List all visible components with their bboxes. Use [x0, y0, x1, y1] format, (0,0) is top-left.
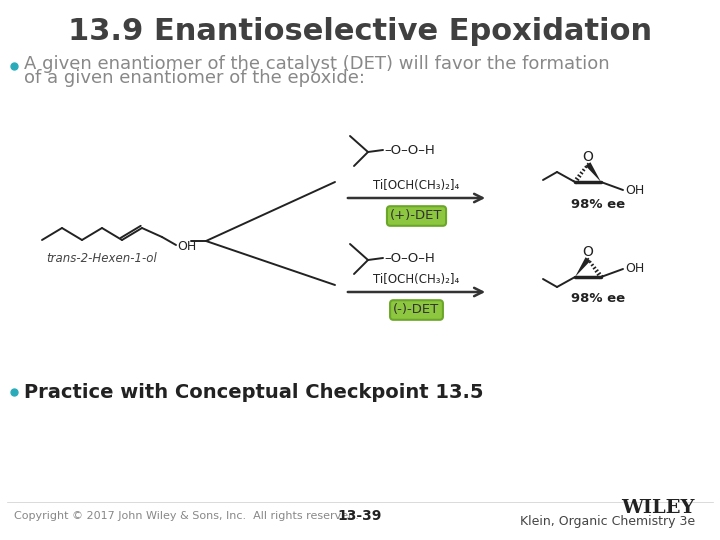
Text: –O–O–H: –O–O–H	[384, 252, 435, 265]
Polygon shape	[585, 162, 601, 182]
Text: Practice with Conceptual Checkpoint 13.5: Practice with Conceptual Checkpoint 13.5	[24, 382, 484, 402]
Text: Ti[OCH(CH₃)₂]₄: Ti[OCH(CH₃)₂]₄	[374, 179, 459, 192]
Text: Klein, Organic Chemistry 3e: Klein, Organic Chemistry 3e	[520, 516, 695, 529]
Text: O: O	[582, 150, 593, 164]
Text: (-)-DET: (-)-DET	[393, 303, 440, 316]
Text: Copyright © 2017 John Wiley & Sons, Inc.  All rights reserved.: Copyright © 2017 John Wiley & Sons, Inc.…	[14, 511, 359, 521]
Text: OH: OH	[625, 184, 644, 197]
Text: O: O	[582, 245, 593, 259]
Text: OH: OH	[625, 262, 644, 275]
Text: WILEY: WILEY	[621, 499, 695, 517]
Text: 98% ee: 98% ee	[571, 198, 625, 211]
Text: (+)-DET: (+)-DET	[390, 210, 443, 222]
Text: A given enantiomer of the catalyst (DET) will favor the formation: A given enantiomer of the catalyst (DET)…	[24, 55, 610, 73]
Text: 13-39: 13-39	[338, 509, 382, 523]
Text: of a given enantiomer of the epoxide:: of a given enantiomer of the epoxide:	[24, 69, 365, 87]
Text: 13.9 Enantioselective Epoxidation: 13.9 Enantioselective Epoxidation	[68, 17, 652, 46]
Text: OH: OH	[177, 240, 197, 253]
Text: 98% ee: 98% ee	[571, 293, 625, 306]
Polygon shape	[575, 257, 590, 277]
Text: –O–O–H: –O–O–H	[384, 144, 435, 157]
Text: Ti[OCH(CH₃)₂]₄: Ti[OCH(CH₃)₂]₄	[374, 273, 459, 286]
Text: trans-2-Hexen-1-ol: trans-2-Hexen-1-ol	[47, 252, 158, 265]
